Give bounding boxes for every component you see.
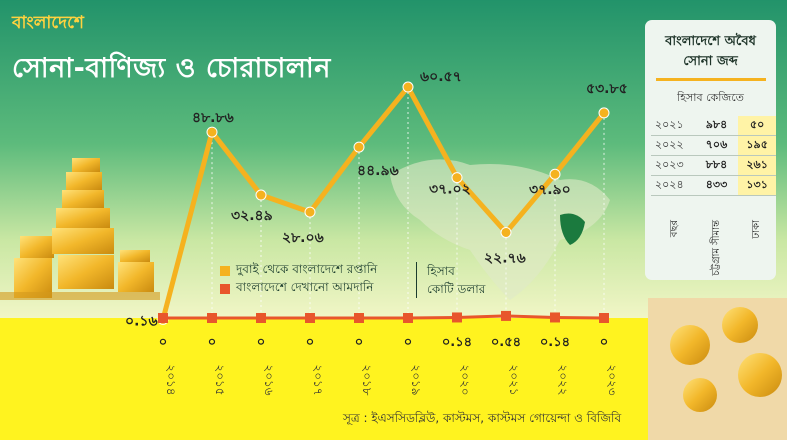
seizure-cell-year: ২০২১ — [651, 116, 695, 136]
legend-label-import: বাংলাদেশে দেখানো আমদানি — [236, 280, 374, 294]
x-tick-label: ২০২২ — [556, 364, 570, 395]
x-tick-label: ২০১৭ — [311, 364, 325, 395]
import-point — [452, 312, 462, 323]
seizure-panel-title: বাংলাদেশে অবৈধ সোনা জব্দ — [645, 32, 776, 72]
seizure-row: ২০২৪ ৪৩৩ ১৩১ — [651, 175, 776, 196]
import-point — [550, 312, 560, 323]
export-value-label: ৪৮.৮৬ — [192, 110, 234, 126]
export-value-label: ০.১৬ — [125, 313, 158, 329]
export-value-label: ৫৩.৮৫ — [586, 81, 628, 97]
seizure-cell-b: ১৩১ — [738, 175, 776, 196]
series-line-import — [163, 314, 605, 320]
series-line-export — [160, 84, 606, 321]
seizure-cell-a: ৭০৬ — [694, 135, 739, 156]
seizure-title-line2: সোনা জব্দ — [683, 54, 738, 69]
legend-swatch-export — [220, 266, 230, 276]
seizure-subtitle: হিসাব কেজিতে — [677, 91, 744, 104]
x-tick-label: ২০১৪ — [164, 364, 178, 395]
gold-jewellery-image — [648, 298, 787, 440]
legend-swatch-import — [220, 284, 230, 294]
export-point — [353, 141, 365, 153]
legend-item-export: দুবাই থেকে বাংলাদেশে রপ্তানি — [220, 262, 377, 280]
import-point — [256, 313, 266, 323]
seizure-cell-b: ২৬১ — [738, 155, 776, 176]
seizure-row: ২০২২ ৭০৬ ১৯৫ — [651, 135, 776, 156]
export-point — [500, 226, 512, 238]
seizure-divider — [655, 78, 766, 81]
export-point — [206, 126, 218, 138]
seizure-col-head: ঢাকা — [751, 220, 762, 239]
unit-line-1: হিসাব — [427, 264, 455, 278]
export-point — [549, 168, 561, 180]
import-value-label: ০ — [306, 335, 314, 350]
export-value-label: ৪৪.৯৬ — [357, 163, 399, 179]
legend-label-export: দুবাই থেকে বাংলাদেশে রপ্তানি — [236, 262, 378, 276]
import-value-label: ০.১৪ — [540, 335, 570, 350]
import-value-label: ০.১৪ — [442, 335, 472, 350]
seizure-cell-year: ২০২২ — [651, 135, 695, 156]
seizure-cell-a: ৮৮৪ — [694, 155, 739, 176]
seizure-table: ২০২১ ৯৮৪ ৫০ ২০২২ ৭০৬ ১৯৫ ২০২৩ ৮৮৪ ২৬১ ২০২৪ ৪৩৩ ১৩১ — [651, 116, 776, 196]
export-value-label: ৬০.৫৭ — [420, 69, 462, 85]
seizure-cell-b: ১৯৫ — [738, 135, 776, 156]
x-tick-label: ২০১৫ — [213, 364, 227, 395]
seizure-row: ২০২১ ৯৮৪ ৫০ — [651, 116, 776, 136]
source-note: সূত্র : ইএসসিডব্লিউ, কাস্টমস, কাস্টমস গো… — [343, 411, 622, 425]
export-point — [255, 189, 267, 201]
gold-bars-image — [0, 158, 160, 300]
seizure-cell-b: ৫০ — [738, 116, 776, 136]
seizure-col-head: চট্টগ্রাম সীমান্ত — [711, 220, 722, 276]
page-title: সোনা-বাণিজ্য ও চোরাচালান — [12, 53, 331, 84]
seizure-title-line1: বাংলাদেশে অবৈধ — [665, 34, 756, 49]
export-value-label: ২৮.০৬ — [282, 230, 324, 246]
import-value-label: ০ — [257, 335, 265, 350]
export-value-label: ৩২.৪৯ — [231, 208, 273, 224]
import-point — [354, 313, 364, 323]
import-point — [158, 313, 168, 323]
export-point — [304, 206, 316, 218]
import-point — [599, 313, 609, 323]
export-value-label: ৩৭.০২ — [429, 182, 471, 198]
x-tick-label: ২০১৮ — [360, 364, 374, 395]
import-point — [501, 310, 511, 321]
import-point — [305, 313, 315, 323]
export-point — [598, 107, 610, 119]
seizure-col-head: বছর — [669, 220, 680, 238]
x-tick-label: ২০২৩ — [605, 364, 619, 395]
x-tick-label: ২০১৯ — [409, 364, 423, 395]
export-point — [451, 172, 463, 184]
import-value-label: ০ — [159, 335, 167, 350]
seizure-cell-year: ২০২৩ — [651, 155, 695, 176]
unit-note: হিসাব কোটি ডলার — [416, 262, 485, 298]
seizure-row: ২০২৩ ৮৮৪ ২৬১ — [651, 155, 776, 176]
seizure-cell-a: ৪৩৩ — [694, 175, 739, 196]
import-point — [403, 313, 413, 323]
import-value-label: ০ — [355, 335, 363, 350]
unit-line-2: কোটি ডলার — [427, 282, 486, 296]
x-tick-label: ২০১৬ — [262, 364, 276, 395]
seizure-column-heads: বছর চট্টগ্রাম সীমান্ত ঢাকা — [645, 216, 776, 276]
seizure-panel: বাংলাদেশে অবৈধ সোনা জব্দ হিসাব কেজিতে ২০… — [645, 20, 776, 280]
legend-item-import: বাংলাদেশে দেখানো আমদানি — [220, 280, 377, 298]
export-value-label: ২২.৭৬ — [484, 250, 526, 266]
seizure-cell-year: ২০২৪ — [651, 175, 695, 196]
x-tick-label: ২০২১ — [507, 364, 521, 395]
import-point — [207, 313, 217, 323]
import-value-label: ০.৫৪ — [491, 335, 521, 350]
export-value-label: ৩৭.৯০ — [529, 182, 571, 198]
import-value-label: ০ — [404, 335, 412, 350]
header-tag: বাংলাদেশে — [12, 13, 84, 33]
legend: দুবাই থেকে বাংলাদেশে রপ্তানি বাংলাদেশে দ… — [220, 262, 377, 298]
import-value-label: ০ — [600, 335, 608, 350]
seizure-cell-a: ৯৮৪ — [694, 116, 739, 136]
import-value-label: ০ — [208, 335, 216, 350]
export-point — [402, 81, 414, 93]
x-tick-label: ২০২০ — [458, 364, 472, 395]
